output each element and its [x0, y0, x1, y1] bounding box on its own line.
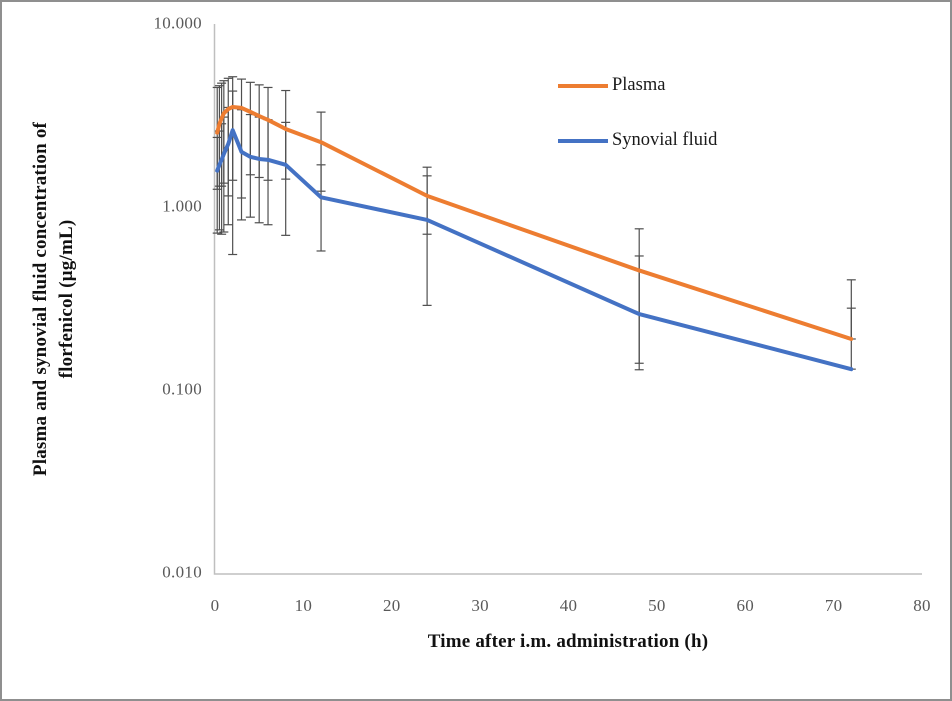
plasma-line-swatch [558, 83, 608, 88]
x-tick-label: 40 [559, 596, 578, 615]
y-tick-label: 0.100 [162, 379, 202, 399]
plasma-line [215, 104, 854, 341]
x-axis-title: Time after i.m. administration (h) [427, 631, 709, 652]
x-tick-label: 10 [294, 596, 313, 615]
legend-label-synovial-fluid: Synovial fluid [612, 130, 718, 150]
legend-entry-synovial-fluid: Synovial fluid [558, 130, 717, 151]
synovial-fluid-line-swatch [558, 138, 608, 143]
y-tick-label: 0.010 [162, 562, 202, 582]
axis-lines [213, 24, 922, 575]
y-tick-label: 10.000 [153, 13, 202, 33]
synovial-fluid-line [215, 128, 854, 372]
legend-label-plasma: Plasma [612, 75, 666, 95]
x-tick-label: 30 [471, 596, 489, 615]
x-tick-label: 50 [648, 596, 666, 615]
error-bars [212, 76, 856, 371]
legend-entry-plasma: Plasma [558, 75, 665, 96]
y-axis-title-line1: Plasma and synovial fluid concentration … [30, 121, 51, 477]
y-tick-label: 1.000 [162, 196, 202, 216]
x-tick-label: 70 [824, 596, 843, 615]
y-axis-title-line2: florfenicol (µg/mL) [56, 219, 77, 379]
x-tick-label: 0 [210, 596, 220, 615]
x-tick-label: 20 [382, 596, 401, 615]
x-tick-label: 80 [913, 596, 931, 615]
y-axis-title: Plasma and synovial fluid concentration … [28, 29, 80, 569]
x-tick-label: 60 [736, 596, 755, 615]
